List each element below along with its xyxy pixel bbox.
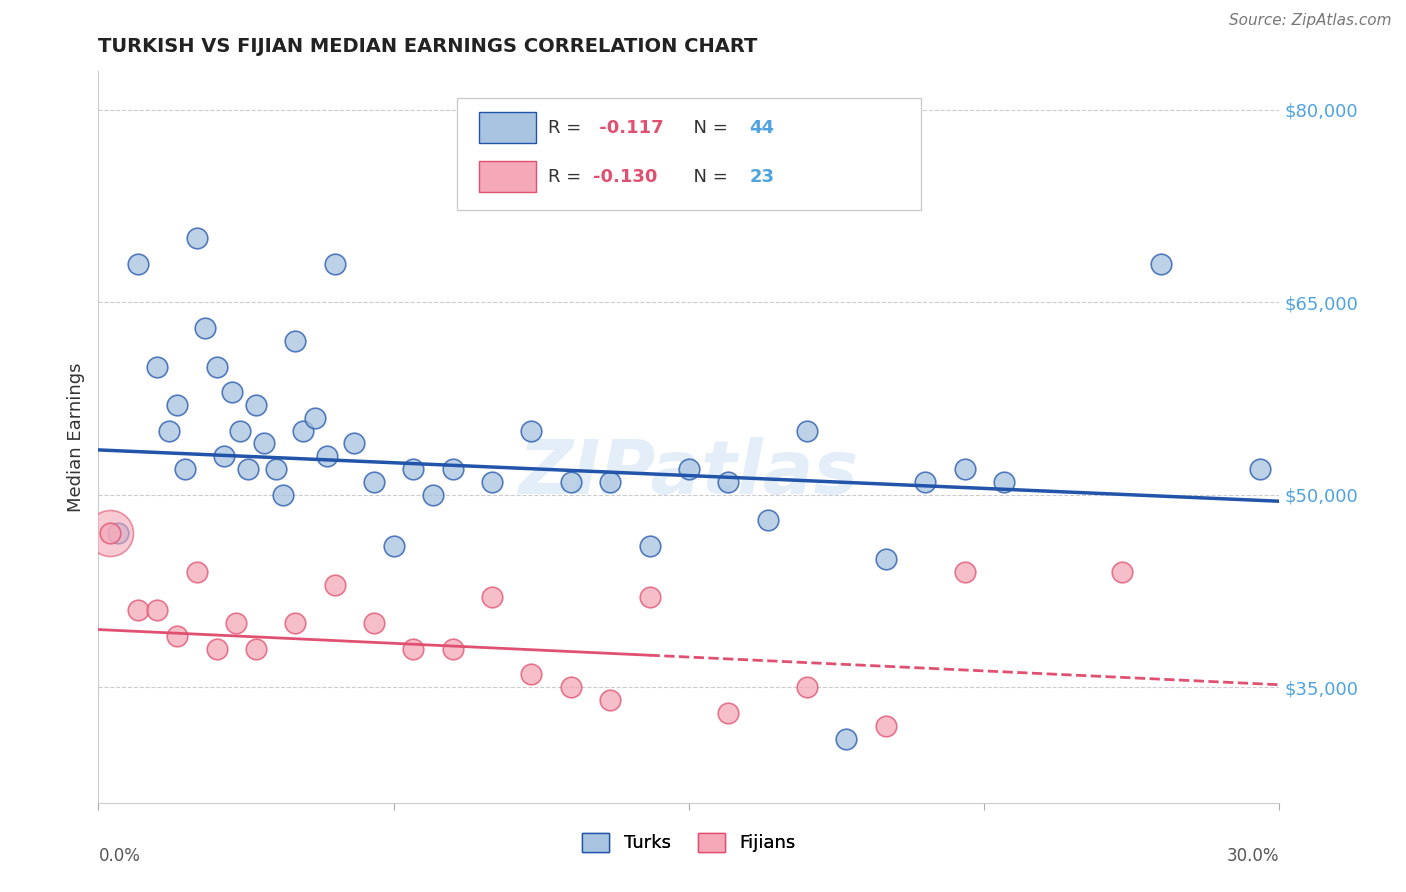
Point (221, 385, 243, 400)
Point (835, 731, 858, 746)
Point (875, 719, 897, 733)
Point (560, 681, 582, 695)
Point (284, 616, 307, 631)
Point (363, 616, 385, 631)
Point (599, 475, 621, 489)
Point (1111, 565, 1133, 579)
Point (599, 693, 621, 707)
Text: 44: 44 (749, 119, 775, 136)
Point (756, 514, 779, 528)
Point (796, 424, 818, 438)
Text: Source: ZipAtlas.com: Source: ZipAtlas.com (1229, 13, 1392, 29)
Point (146, 359, 169, 374)
Text: ZIPatlas: ZIPatlas (519, 437, 859, 510)
Point (229, 424, 252, 438)
Text: 23: 23 (749, 168, 775, 186)
Y-axis label: Median Earnings: Median Earnings (66, 362, 84, 512)
Point (245, 398, 267, 412)
Point (382, 539, 405, 553)
Point (186, 231, 208, 245)
Point (441, 641, 464, 656)
Point (264, 462, 287, 476)
Point (284, 334, 307, 348)
Text: 0.0%: 0.0% (98, 847, 141, 864)
Point (402, 462, 425, 476)
Point (225, 616, 247, 631)
Point (481, 591, 503, 605)
Point (146, 603, 169, 617)
Point (560, 475, 582, 489)
Text: -0.117: -0.117 (593, 119, 664, 136)
Point (481, 475, 503, 489)
Point (174, 462, 197, 476)
Point (273, 488, 295, 502)
Text: N =: N = (682, 119, 734, 136)
Point (441, 462, 464, 476)
Point (520, 667, 543, 681)
Point (186, 565, 208, 579)
Point (245, 641, 267, 656)
Point (953, 462, 976, 476)
Text: 30.0%: 30.0% (1227, 847, 1279, 864)
Point (363, 475, 385, 489)
Point (638, 539, 661, 553)
Point (98, 526, 121, 541)
Text: TURKISH VS FIJIAN MEDIAN EARNINGS CORRELATION CHART: TURKISH VS FIJIAN MEDIAN EARNINGS CORREL… (98, 37, 758, 56)
Point (343, 436, 366, 450)
Text: -0.130: -0.130 (593, 168, 658, 186)
Point (953, 565, 976, 579)
Point (127, 603, 149, 617)
Text: R =: R = (548, 168, 588, 186)
Point (214, 450, 236, 464)
Text: R =: R = (548, 119, 588, 136)
Point (166, 629, 188, 643)
Point (107, 526, 129, 541)
Point (304, 410, 326, 425)
Point (875, 552, 897, 566)
Point (520, 424, 543, 438)
Point (194, 321, 217, 335)
Point (323, 257, 346, 271)
Point (253, 436, 276, 450)
Point (717, 706, 740, 720)
Point (292, 424, 315, 438)
Point (315, 450, 337, 464)
Point (236, 462, 259, 476)
Point (717, 475, 740, 489)
Point (205, 641, 228, 656)
Point (796, 681, 818, 695)
Text: N =: N = (682, 168, 734, 186)
Point (914, 475, 936, 489)
Point (323, 577, 346, 591)
Point (166, 398, 188, 412)
Point (993, 475, 1015, 489)
Point (638, 591, 661, 605)
Point (402, 641, 425, 656)
Point (127, 257, 149, 271)
Point (1150, 257, 1173, 271)
Point (1249, 462, 1271, 476)
Point (98, 526, 121, 541)
Point (422, 488, 444, 502)
Point (157, 424, 180, 438)
Legend: Turks, Fijians: Turks, Fijians (575, 826, 803, 860)
Point (205, 359, 228, 374)
Point (678, 462, 700, 476)
